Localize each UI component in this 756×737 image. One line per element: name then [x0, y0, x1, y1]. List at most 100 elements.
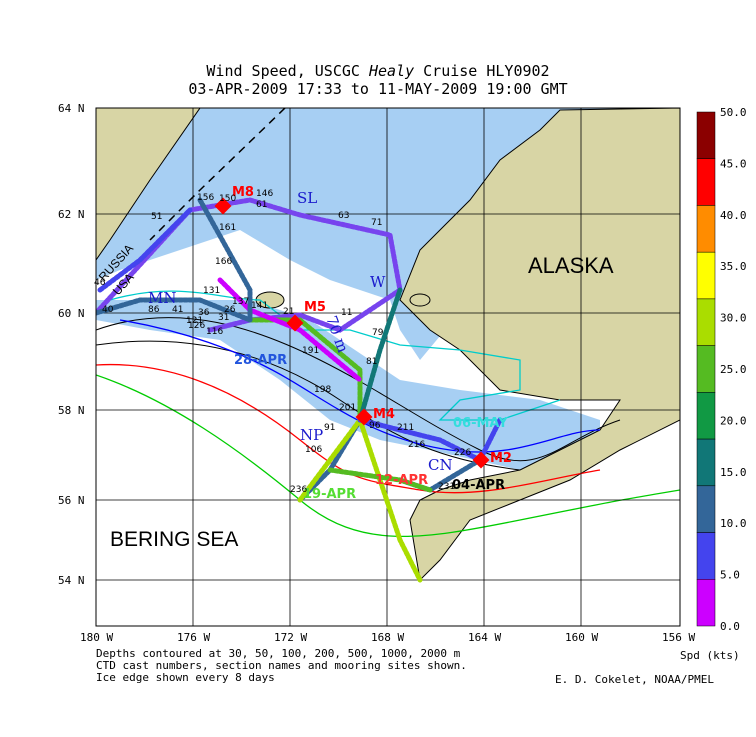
colorbar-tick-label: 35.0 — [720, 260, 747, 273]
section-name: MN — [148, 289, 176, 307]
map-frame — [95, 107, 681, 627]
cast-number: 231 — [438, 482, 455, 492]
mooring-m4-marker — [355, 408, 373, 426]
depth-contour-green — [96, 374, 680, 537]
colorbar-swatch — [696, 485, 716, 533]
lon-label: 180 W — [80, 631, 113, 644]
mooring-label: M8 — [232, 185, 254, 200]
colorbar-swatch — [696, 438, 716, 487]
cast-number: 96 — [369, 421, 381, 431]
date-label: 19-APR — [303, 487, 356, 502]
cast-number: 191 — [302, 346, 319, 356]
cast-number: 91 — [324, 423, 335, 433]
cast-number: 137 — [232, 297, 249, 307]
cast-number: 61 — [256, 200, 267, 210]
cast-number: 216 — [408, 440, 425, 450]
ice-edge-cyan — [109, 290, 561, 421]
colorbar-tick-label: 30.0 — [720, 312, 747, 325]
cast-number: 116 — [206, 327, 223, 337]
lon-label: 176 W — [177, 631, 210, 644]
cast-number: 211 — [397, 423, 414, 433]
depth-contour — [96, 317, 621, 462]
colorbar-unit-label: Spd (kts) — [680, 649, 740, 662]
colorbar-tick-label: 40.0 — [720, 209, 747, 222]
lon-label: 160 W — [565, 631, 598, 644]
colorbar-swatch — [696, 298, 716, 346]
cast-number: 226 — [454, 448, 471, 458]
cast-number: 156 — [197, 193, 214, 203]
cast-number: 161 — [219, 223, 236, 233]
cast-number: 166 — [215, 257, 232, 267]
cast-number: 201 — [339, 403, 356, 413]
section-name: NP — [300, 426, 323, 444]
cast-number: 146 — [256, 189, 273, 199]
colorbar-swatch — [696, 532, 716, 580]
cast-number: 41 — [172, 305, 183, 315]
colorbar-swatch — [696, 251, 716, 300]
section-name: CN — [428, 456, 453, 474]
colorbar-tick-label: 0.0 — [720, 620, 740, 633]
date-label: 28-APR — [234, 353, 287, 368]
cast-number: 40 — [102, 305, 114, 315]
lon-label: 172 W — [274, 631, 307, 644]
cast-number: 126 — [188, 321, 205, 331]
dateline — [149, 108, 286, 241]
speed-colorbar: 50.0 45.0 40.0 35.0 30.0 25.0 20.0 15.0 10.0 5.0 0… — [696, 106, 747, 633]
cast-number: 31 — [218, 313, 229, 323]
lon-label: 156 W — [662, 631, 695, 644]
lon-label: 168 W — [371, 631, 404, 644]
cast-number: 46 — [94, 278, 106, 288]
chart-title: Wind Speed, USCGC Healy Cruise HLY0902 — [206, 62, 550, 80]
cast-number: 150 — [219, 194, 236, 204]
lat-label: 56 N — [58, 494, 85, 507]
depth-contour — [96, 340, 521, 471]
nunivak-island — [409, 293, 431, 307]
colorbar-swatch — [696, 111, 716, 159]
lat-label: 58 N — [58, 404, 85, 417]
mooring-m2-marker — [472, 451, 490, 469]
section-name: W — [370, 273, 386, 291]
colorbar-tick-label: 50.0 — [720, 106, 747, 119]
footer-line: Ice edge shown every 8 days — [96, 671, 275, 684]
mooring-label: M2 — [490, 451, 512, 466]
cast-number: 121 — [186, 316, 203, 326]
date-label: 12-APR — [375, 473, 428, 488]
colorbar-tick-label: 10.0 — [720, 517, 747, 530]
cast-number: 198 — [314, 385, 331, 395]
cast-number: 36 — [198, 308, 210, 318]
chart-subtitle: 03-APR-2009 17:33 to 11-MAY-2009 19:00 G… — [188, 80, 568, 98]
alaska-land — [399, 108, 680, 582]
russia-land — [96, 108, 201, 261]
colorbar-tick-label: 5.0 — [720, 569, 740, 582]
cast-number: 11 — [341, 308, 352, 318]
colorbar-swatch — [696, 158, 716, 206]
cast-number: 79 — [372, 328, 384, 338]
colorbar-swatch — [696, 345, 716, 393]
alaska-label: ALASKA — [528, 253, 614, 278]
lat-label: 64 N — [58, 102, 85, 115]
cast-number: 131 — [203, 286, 220, 296]
lon-label: 164 W — [468, 631, 501, 644]
cast-number: 71 — [371, 218, 382, 228]
colorbar-swatch — [696, 392, 716, 440]
author-credit: E. D. Cokelet, NOAA/PMEL — [555, 673, 714, 686]
lat-label: 60 N — [58, 307, 85, 320]
cast-number: 81 — [366, 357, 377, 367]
colorbar-swatch — [696, 205, 716, 253]
cast-number: 106 — [305, 445, 322, 455]
colorbar-tick-label: 20.0 — [720, 414, 747, 427]
mooring-label: M4 — [373, 407, 395, 422]
lat-label: 54 N — [58, 574, 85, 587]
date-label: 06-MAY — [453, 416, 508, 431]
ship-name: Healy — [368, 62, 415, 80]
footer-line: Depths contoured at 30, 50, 100, 200, 50… — [96, 647, 461, 660]
cast-number: 51 — [151, 212, 162, 222]
cast-number: 26 — [224, 305, 236, 315]
bering-sea-label: BERING SEA — [110, 528, 238, 551]
cast-number: 141 — [251, 301, 268, 311]
footer-notes: Depths contoured at 30, 50, 100, 200, 50… — [96, 648, 467, 684]
colorbar-swatch — [696, 579, 716, 627]
cast-number: 86 — [148, 305, 160, 315]
colorbar-tick-label: 25.0 — [720, 363, 747, 376]
